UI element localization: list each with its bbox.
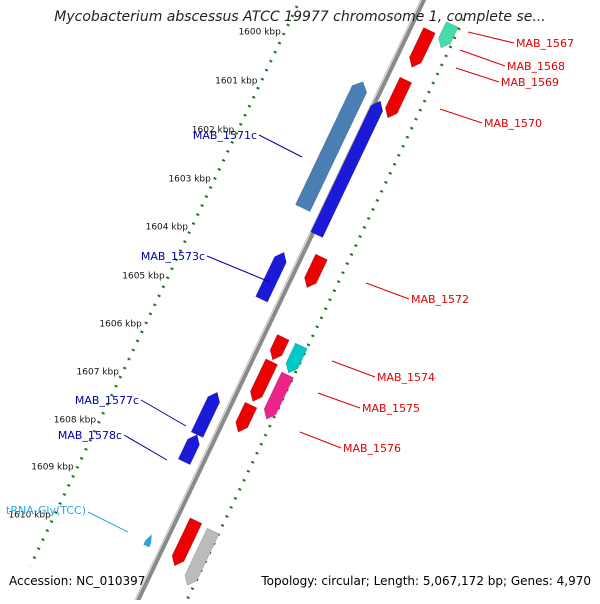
gene-arrow-mab-1577c [190, 391, 221, 438]
gene-arrow-grey [184, 527, 220, 586]
gene-arrow-mab-1568 [385, 76, 413, 119]
scale-tick-label: 1602 kbp [192, 126, 235, 136]
leader-line [439, 108, 483, 124]
leader-line [331, 360, 376, 378]
gene-arrow-mab-1573c [255, 251, 287, 303]
gene-label: MAB_1572 [411, 293, 469, 306]
ruler-right [183, 18, 466, 604]
gene-label: MAB_1577c [75, 394, 139, 407]
scale-tick-label: 1601 kbp [215, 77, 258, 87]
backbone-layer [132, 0, 427, 604]
gene-arrow-mab-1567b [438, 21, 459, 49]
gene-arrow-mab-1578c [177, 434, 200, 466]
gene-arrow-mab-1572 [304, 253, 328, 289]
gene-arrow-mab-1567 [409, 27, 436, 68]
leader-line [459, 49, 506, 67]
rna-label: tRNA-Gly(TCC) [6, 504, 86, 517]
gene-arrow-mab-1574 [269, 334, 290, 361]
gene-label: MAB_1569 [501, 76, 559, 89]
leader-line [455, 67, 500, 83]
leader-line [317, 392, 361, 409]
gene-label: MAB_1568 [507, 60, 565, 73]
leader-line [123, 434, 168, 461]
gene-label: MAB_1573c [141, 250, 205, 263]
map-title: Mycobacterium abscessus ATCC 19977 chrom… [54, 9, 546, 25]
gene-arrow-mab-1575 [263, 371, 294, 420]
gene-label: MAB_1575 [362, 402, 420, 415]
gene-arrow-mab-1576 [235, 401, 258, 433]
gene-label: MAB_1578c [58, 429, 122, 442]
gene-label: MAB_1576 [343, 442, 401, 455]
feature-layer [143, 21, 459, 586]
gene-arrow-cyan [285, 342, 308, 374]
ruler-left [29, 0, 302, 567]
scale-tick-label: 1607 kbp [77, 368, 120, 378]
gene-label: MAB_1567 [516, 37, 574, 50]
gene-label: MAB_1571c [193, 129, 257, 142]
gene-arrow-mab-1571c [310, 100, 384, 238]
leader-line [467, 31, 515, 44]
accession-text: Accession: NC_010397 [9, 574, 146, 588]
scale-tick-label: 1608 kbp [54, 416, 97, 426]
gene-arrow-mab-1579 [171, 517, 203, 567]
leader-line [365, 282, 410, 300]
backbone-line [134, 0, 427, 604]
leader-line [140, 399, 187, 427]
scale-tick-label: 1604 kbp [146, 223, 189, 233]
gene-label: MAB_1570 [484, 117, 542, 130]
scale-tick-label: 1600 kbp [238, 28, 281, 38]
backbone-highlight [132, 0, 422, 604]
gene-label: MAB_1574 [377, 371, 435, 384]
scale-tick-label: 1606 kbp [99, 320, 142, 330]
gene-arrow-mab-1574b [250, 358, 278, 402]
leader-line [87, 511, 129, 533]
gene-arrow-mab-1571c-light [295, 81, 368, 212]
label-layer: MAB_1567 MAB_1568 MAB_1569 MAB_1570 MAB_1572… [6, 31, 574, 533]
leader-line [206, 255, 271, 283]
scale-tick-label: 1605 kbp [122, 272, 165, 282]
leader-line [299, 431, 342, 449]
scale-tick-label: 1603 kbp [168, 175, 211, 185]
leader-line [258, 134, 303, 158]
genome-summary-text: Topology: circular; Length: 5,067,172 bp… [261, 574, 591, 588]
scale-tick-label: 1610 kbp [8, 511, 51, 521]
scale-tick-label: 1609 kbp [31, 463, 74, 473]
trna-arrow [143, 534, 152, 548]
